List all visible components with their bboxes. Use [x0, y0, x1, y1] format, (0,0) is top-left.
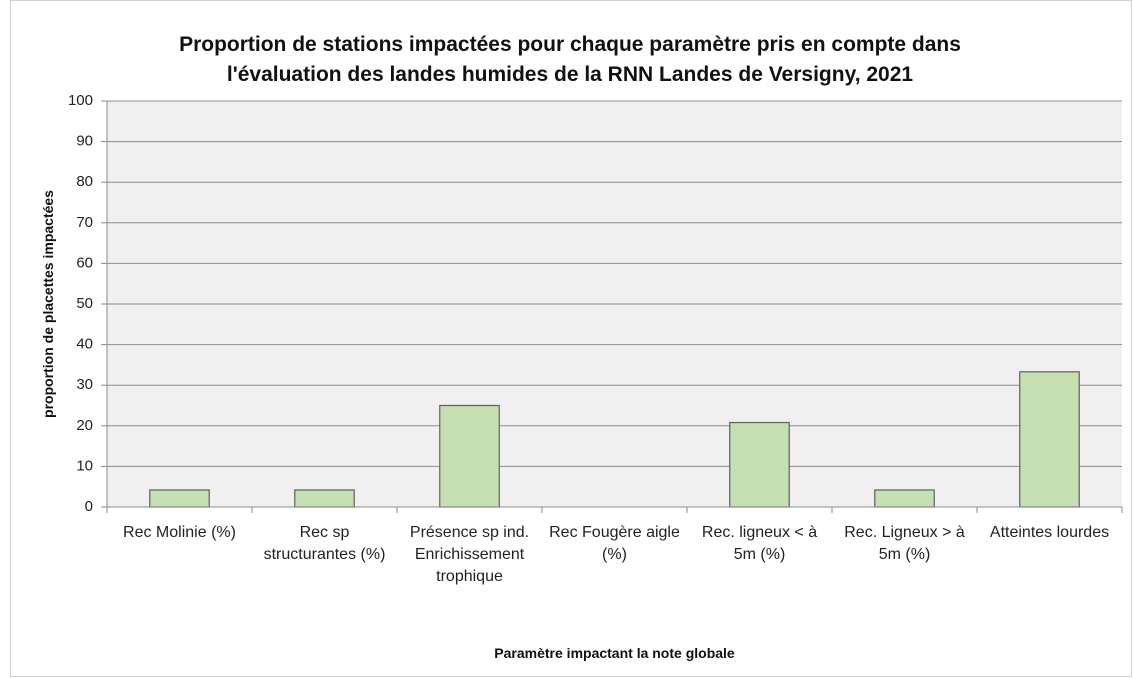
- y-tick-label: 30: [76, 376, 93, 393]
- y-tick-label: 60: [76, 254, 93, 271]
- bar: [149, 489, 210, 508]
- x-tick-label: Atteintes lourdes: [989, 524, 1110, 541]
- chart-frame: [10, 0, 1132, 677]
- x-tick-label: Rec Fougère aigle (%): [549, 524, 680, 563]
- bar: [439, 404, 500, 508]
- x-tick-label: Rec. Ligneux > à 5m (%): [844, 524, 965, 563]
- y-tick-label: 20: [76, 417, 93, 434]
- x-tick-label: Présence sp ind. Enrichissement trophiqu…: [409, 524, 530, 585]
- bar: [874, 489, 935, 508]
- y-axis-label: proportion de placettes impactées: [40, 190, 56, 418]
- y-tick-label: 80: [76, 173, 93, 190]
- y-tick-label: 40: [76, 336, 93, 353]
- y-tick-label: 0: [85, 498, 93, 515]
- x-tick-label: Rec sp structurantes (%): [263, 524, 386, 563]
- x-tick-label: Rec. ligneux < à 5m (%): [701, 524, 818, 563]
- bar: [294, 489, 355, 508]
- y-tick-label: 100: [68, 92, 93, 109]
- x-tick-label: Rec Molinie (%): [123, 524, 236, 541]
- bar: [1019, 371, 1080, 508]
- y-tick-label: 70: [76, 214, 93, 231]
- y-tick-label: 50: [76, 295, 93, 312]
- bar: [729, 421, 790, 508]
- y-tick-label: 10: [76, 457, 93, 474]
- chart-title: Proportion de stations impactées pour ch…: [179, 33, 961, 86]
- y-tick-label: 90: [76, 133, 93, 150]
- x-axis-label: Paramètre impactant la note globale: [494, 645, 735, 661]
